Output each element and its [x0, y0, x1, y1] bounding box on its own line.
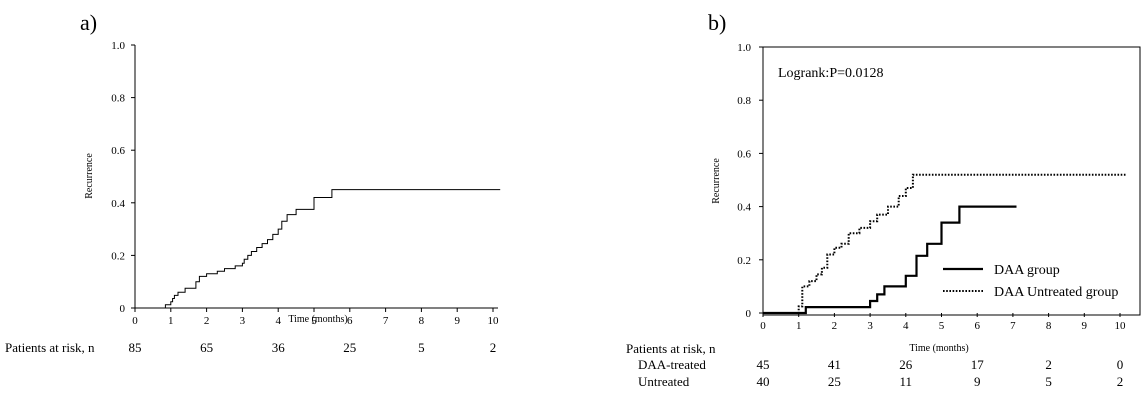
- risk-table-value: 25: [828, 374, 841, 389]
- x-tick-label: 10: [488, 315, 500, 327]
- x-tick-label: 1: [168, 315, 174, 327]
- x-tick-label: 5: [939, 320, 945, 332]
- x-tick-label: 5: [311, 315, 317, 327]
- risk-table-value: 45: [757, 357, 770, 372]
- risk-table-value: 2: [1045, 357, 1052, 372]
- panel-b-risk-row-label-treated: DAA-treated: [638, 357, 706, 372]
- x-tick-label: 7: [383, 315, 389, 327]
- risk-table-value: 36: [272, 340, 286, 355]
- panel-b-risk-title: Patients at risk, n: [626, 341, 716, 356]
- risk-table-value: 5: [418, 340, 425, 355]
- panel-b-risk-row-label-untreated: Untreated: [638, 374, 690, 389]
- risk-table-value: 0: [1117, 357, 1124, 372]
- panel-b-logrank-annotation: Logrank:P=0.0128: [778, 66, 884, 81]
- y-tick-label: 0.6: [111, 145, 125, 157]
- legend-label-daa-untreated: DAA Untreated group: [994, 285, 1118, 300]
- risk-table-value: 25: [343, 340, 356, 355]
- panel-a-y-axis-label: Recurrence: [84, 153, 95, 199]
- risk-table-value: 2: [490, 340, 497, 355]
- x-tick-label: 7: [1010, 320, 1016, 332]
- risk-table-value: 65: [200, 340, 213, 355]
- y-tick-label: 0: [120, 303, 126, 315]
- y-tick-label: 0.8: [737, 95, 751, 107]
- y-tick-label: 1.0: [111, 40, 125, 52]
- y-tick-label: 0.2: [111, 250, 125, 262]
- y-tick-label: 0.4: [111, 198, 125, 210]
- x-tick-label: 1: [796, 320, 802, 332]
- y-tick-label: 0.8: [111, 93, 125, 105]
- panel-b-y-axis-label: Recurrence: [711, 158, 722, 204]
- risk-table-value: 11: [900, 374, 913, 389]
- panel-a-label: a): [80, 10, 97, 35]
- x-tick-label: 4: [903, 320, 909, 332]
- x-tick-label: 8: [419, 315, 425, 327]
- panel-b-plot-frame: [762, 46, 1141, 316]
- y-tick-label: 1.0: [737, 42, 751, 54]
- y-tick-label: 0.6: [737, 148, 751, 160]
- y-tick-label: 0.2: [737, 255, 751, 267]
- x-tick-label: 4: [275, 315, 281, 327]
- risk-table-value: 85: [129, 340, 142, 355]
- panel-a-series-recurrence-line: [135, 189, 501, 309]
- panel-a-x-axis-label: Time (months): [288, 314, 347, 325]
- risk-table-value: 9: [974, 374, 981, 389]
- panel-b-x-axis-label: Time (months): [909, 343, 968, 354]
- panel-b-series-daa-untreated-line: [763, 173, 1128, 314]
- x-tick-label: 3: [867, 320, 873, 332]
- x-tick-label: 9: [454, 315, 460, 327]
- panel-b-series-daa-group-line: [763, 205, 1017, 315]
- panel-b-legend: DAA group DAA Untreated group: [943, 263, 1118, 300]
- panel-a-ticks: 0 1 2 3 4 5 6 7 8 9 10 0 0.2 0.4 0.6 0.8 1.0: [111, 40, 499, 327]
- x-tick-label: 9: [1082, 320, 1088, 332]
- panel-b-label: b): [708, 10, 726, 35]
- x-tick-label: 6: [974, 320, 980, 332]
- x-tick-label: 2: [204, 315, 210, 327]
- x-tick-label: 2: [832, 320, 838, 332]
- legend-label-daa-group: DAA group: [994, 263, 1060, 278]
- panel-a-risk-title: Patients at risk, n: [5, 340, 95, 355]
- x-tick-label: 0: [760, 320, 766, 332]
- panel-b-ticks: 0 1 2 3 4 5 6 7 8 9 10 0 0.2 0.4 0.6 0.8 1.0: [737, 42, 1126, 332]
- risk-table-value: 26: [899, 357, 913, 372]
- risk-table-value: 17: [971, 357, 985, 372]
- x-tick-label: 8: [1046, 320, 1052, 332]
- x-tick-label: 3: [240, 315, 246, 327]
- risk-table-value: 2: [1117, 374, 1124, 389]
- y-tick-label: 0: [746, 308, 752, 320]
- panel-a: a) Recurrence Time (months) 0 1 2 3 4 5 6 7 8 9 10…: [5, 10, 501, 355]
- panel-b-risk-table: Patients at risk, n DAA-treated Untreate…: [626, 341, 1123, 389]
- risk-table-value: 41: [828, 357, 841, 372]
- panel-a-risk-table: Patients at risk, n 85 65 36 25 5 2: [5, 340, 496, 355]
- risk-table-value: 5: [1045, 374, 1052, 389]
- y-tick-label: 0.4: [737, 202, 751, 214]
- risk-table-value: 40: [757, 374, 770, 389]
- x-tick-label: 10: [1115, 320, 1127, 332]
- panel-b: b) Logrank:P=0.0128 Recurrence Time (mon…: [626, 10, 1141, 389]
- x-tick-label: 6: [347, 315, 353, 327]
- x-tick-label: 0: [132, 315, 138, 327]
